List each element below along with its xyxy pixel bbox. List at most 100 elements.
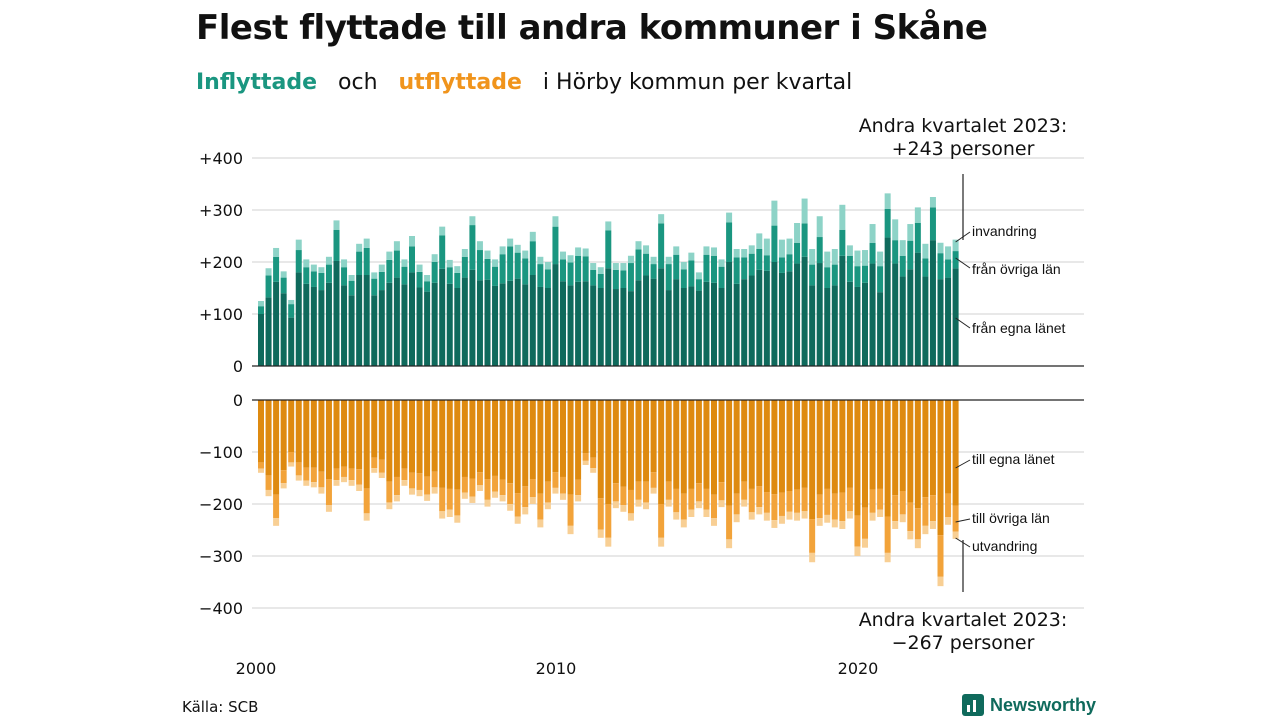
bar-in-ovriga: [711, 255, 717, 283]
bar-in-ovriga: [741, 257, 748, 280]
bar-out-egna: [575, 400, 582, 480]
bar-out-ovriga: [680, 493, 687, 520]
bar-out-egna: [831, 400, 838, 494]
bar-out-egna: [794, 400, 801, 490]
bar-out-utvandring: [280, 483, 287, 489]
bar-out-utvandring: [348, 480, 355, 486]
bar-in-ovriga: [401, 266, 408, 285]
bar-out-ovriga: [605, 504, 612, 538]
bar-in-egna: [310, 286, 317, 366]
bar-out-egna: [401, 400, 408, 469]
bar-out-utvandring: [461, 492, 468, 499]
bar-in-invandring: [688, 252, 695, 261]
bar-out-utvandring: [778, 515, 785, 524]
bar-out-ovriga: [288, 452, 295, 463]
bar-in-egna: [431, 282, 438, 366]
bar-in-egna: [303, 283, 310, 366]
bar-out-utvandring: [303, 480, 310, 486]
bar-out-egna: [469, 400, 476, 479]
bar-in-egna: [560, 281, 566, 366]
bar-in-invandring: [673, 246, 680, 255]
bar-in-ovriga: [454, 272, 461, 288]
bar-out-utvandring: [552, 487, 559, 494]
bar-in-egna: [786, 271, 793, 366]
chart-subtitle: Inflyttade och utflyttade i Hörby kommun…: [196, 70, 866, 95]
bar-out-utvandring: [514, 516, 521, 524]
bar-in-egna: [378, 290, 385, 366]
bar-out-ovriga: [492, 475, 499, 492]
bar-in-egna: [371, 295, 378, 366]
bar-in-egna: [454, 288, 461, 366]
bar-in-egna: [635, 280, 642, 366]
bar-out-egna: [424, 400, 431, 477]
bar-in-egna: [469, 269, 476, 366]
bar-out-egna: [552, 400, 559, 473]
bar-in-invandring: [507, 238, 514, 247]
bar-in-ovriga: [507, 246, 514, 281]
bar-out-egna: [786, 400, 793, 491]
bar-in-egna: [899, 276, 906, 366]
bar-in-ovriga: [567, 262, 574, 286]
bar-out-ovriga: [869, 489, 876, 513]
bar-in-invandring: [363, 238, 370, 248]
bar-out-utvandring: [726, 539, 733, 549]
bar-in-invandring: [892, 219, 899, 241]
bar-in-egna: [537, 286, 544, 366]
bar-in-ovriga: [258, 306, 264, 314]
bar-in-egna: [650, 278, 657, 366]
bar-in-egna: [929, 240, 936, 366]
bar-out-utvandring: [635, 499, 642, 507]
bar-in-ovriga: [733, 257, 740, 284]
bar-in-ovriga: [476, 250, 483, 281]
bar-out-egna: [914, 400, 921, 509]
bar-out-ovriga: [303, 467, 310, 481]
bar-out-ovriga: [658, 504, 665, 538]
bar-in-egna: [356, 275, 363, 366]
bar-out-ovriga: [310, 467, 317, 483]
logo-text: Newsworthy: [990, 694, 1097, 715]
bar-out-ovriga: [892, 495, 899, 522]
bar-in-invandring: [907, 224, 914, 241]
bar-in-invandring: [816, 216, 823, 238]
bar-out-ovriga: [809, 519, 816, 553]
bar-in-ovriga: [929, 207, 936, 241]
bar-in-invandring: [929, 197, 936, 208]
bar-in-egna: [869, 263, 876, 366]
series-label-top: invandring: [972, 223, 1037, 239]
bar-in-ovriga: [892, 240, 899, 264]
bar-in-invandring: [544, 262, 551, 270]
bar-out-utvandring: [597, 529, 604, 538]
bar-in-invandring: [431, 254, 438, 262]
bar-out-ovriga: [635, 481, 642, 500]
bar-out-ovriga: [386, 481, 393, 503]
bar-out-ovriga: [801, 487, 808, 512]
bar-out-utvandring: [756, 507, 763, 515]
bar-out-utvandring: [627, 513, 634, 521]
bar-out-egna: [258, 400, 264, 463]
bar-in-ovriga: [522, 258, 529, 285]
bar-out-utvandring: [862, 538, 868, 548]
bar-out-utvandring: [476, 485, 483, 491]
bar-in-ovriga: [424, 281, 431, 292]
bar-out-ovriga: [884, 516, 891, 553]
bar-out-utvandring: [907, 531, 914, 540]
bar-out-egna: [393, 400, 400, 477]
bar-out-egna: [937, 400, 944, 536]
bar-in-ovriga: [665, 264, 672, 291]
series-label-bottom: till övriga län: [972, 510, 1050, 526]
bar-in-egna: [325, 282, 332, 366]
bar-in-invandring: [416, 264, 423, 272]
bar-in-ovriga: [658, 223, 665, 269]
bar-out-egna: [665, 400, 672, 482]
bar-out-ovriga: [514, 493, 521, 517]
bar-in-ovriga: [839, 229, 846, 256]
bar-in-ovriga: [288, 304, 295, 318]
bar-out-utvandring: [665, 499, 672, 507]
bar-out-egna: [605, 400, 612, 504]
bar-in-ovriga: [718, 266, 725, 288]
bar-in-invandring: [529, 231, 536, 242]
bar-in-egna: [280, 293, 287, 366]
bar-out-ovriga: [794, 489, 801, 513]
bar-out-egna: [416, 400, 423, 474]
